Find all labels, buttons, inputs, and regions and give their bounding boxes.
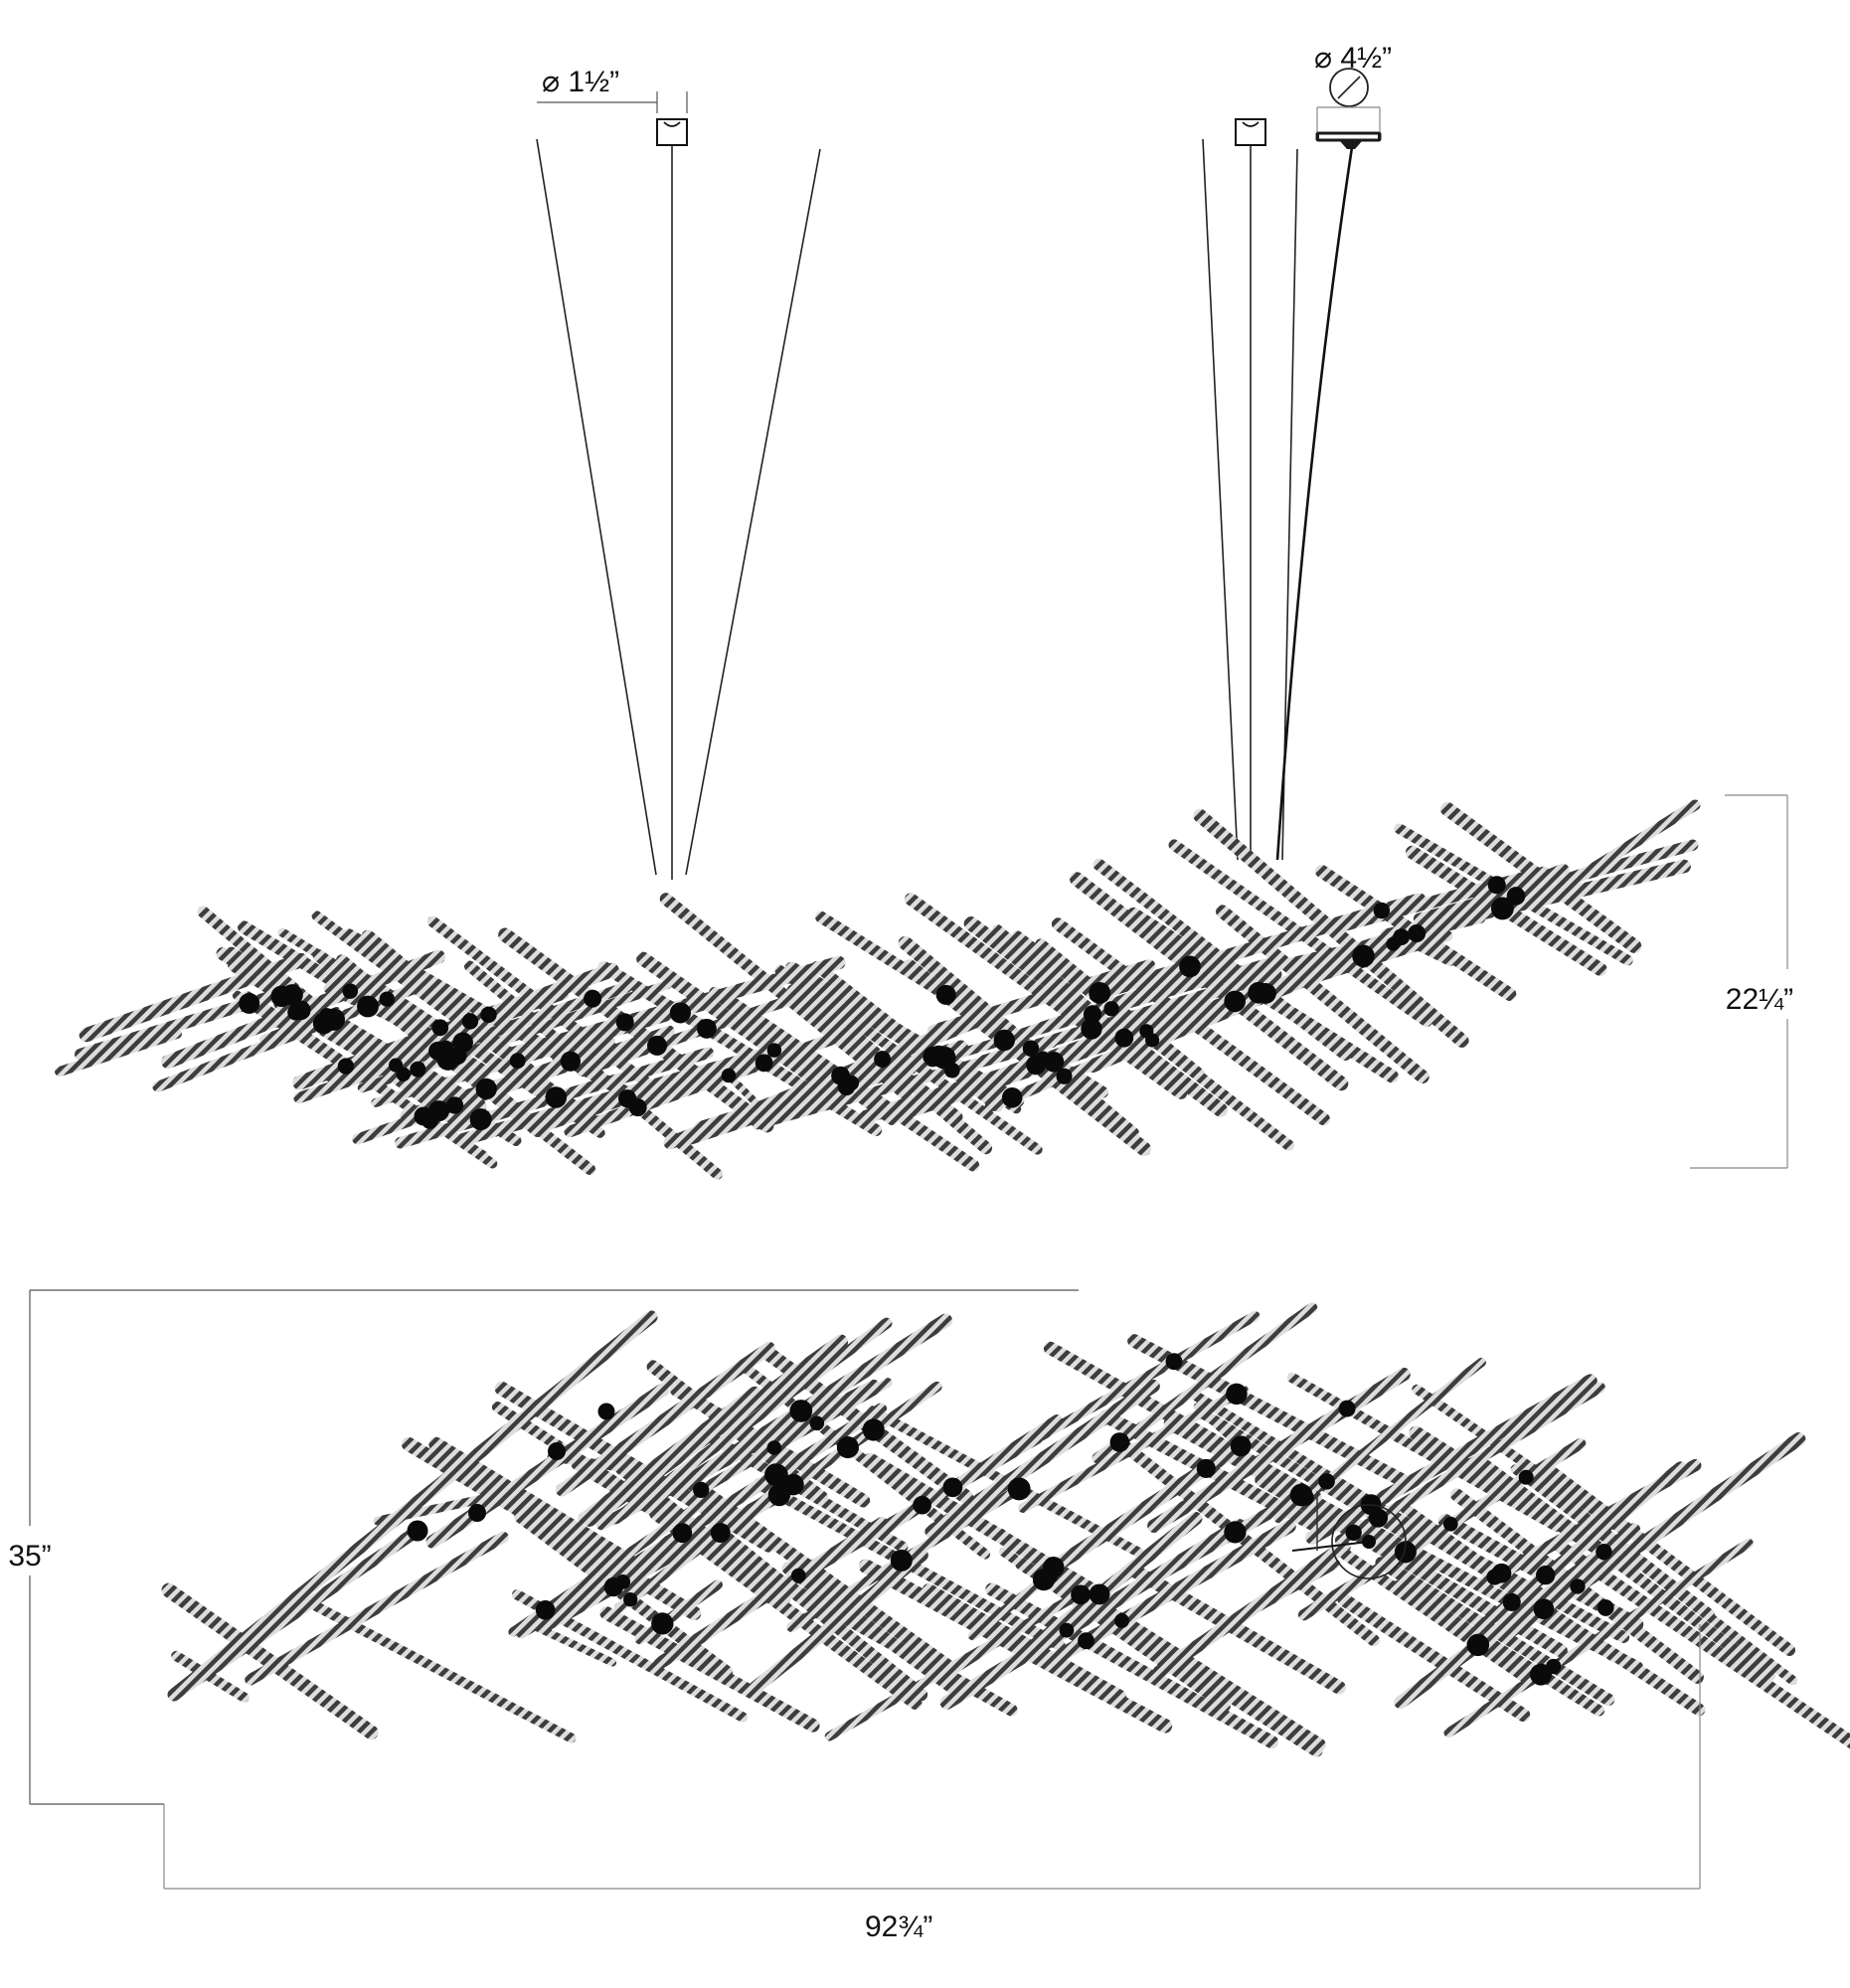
svg-text:35”: 35” [8,1540,51,1573]
svg-text:⌀ 4½”: ⌀ 4½” [1314,42,1392,75]
svg-text:22¼”: 22¼” [1726,983,1793,1016]
svg-text:92¾”: 92¾” [865,1910,932,1943]
svg-text:⌀ 1½”: ⌀ 1½” [542,66,619,98]
